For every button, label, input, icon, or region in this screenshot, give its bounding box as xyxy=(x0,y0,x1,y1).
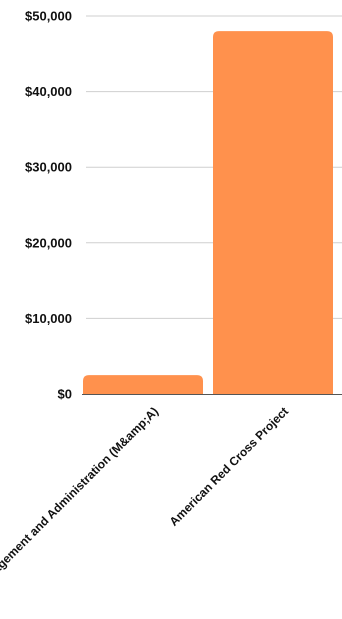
bar xyxy=(83,375,203,394)
x-category-label: Management and Administration (M&amp;A) xyxy=(0,404,161,593)
y-tick-label: $30,000 xyxy=(25,160,72,175)
y-tick-label: $0 xyxy=(58,387,72,402)
x-category-label: American Red Cross Project xyxy=(167,404,291,528)
bars xyxy=(83,31,333,395)
y-tick-label: $50,000 xyxy=(25,9,72,24)
y-tick-label: $20,000 xyxy=(25,235,72,250)
y-axis-tick-labels: $0 $10,000 $20,000 $30,000 $40,000 $50,000 xyxy=(25,9,72,402)
x-axis-category-labels: Management and Administration (M&amp;A) A… xyxy=(0,404,291,593)
bar xyxy=(213,31,333,395)
y-tick-label: $10,000 xyxy=(25,311,72,326)
y-tick-label: $40,000 xyxy=(25,84,72,99)
